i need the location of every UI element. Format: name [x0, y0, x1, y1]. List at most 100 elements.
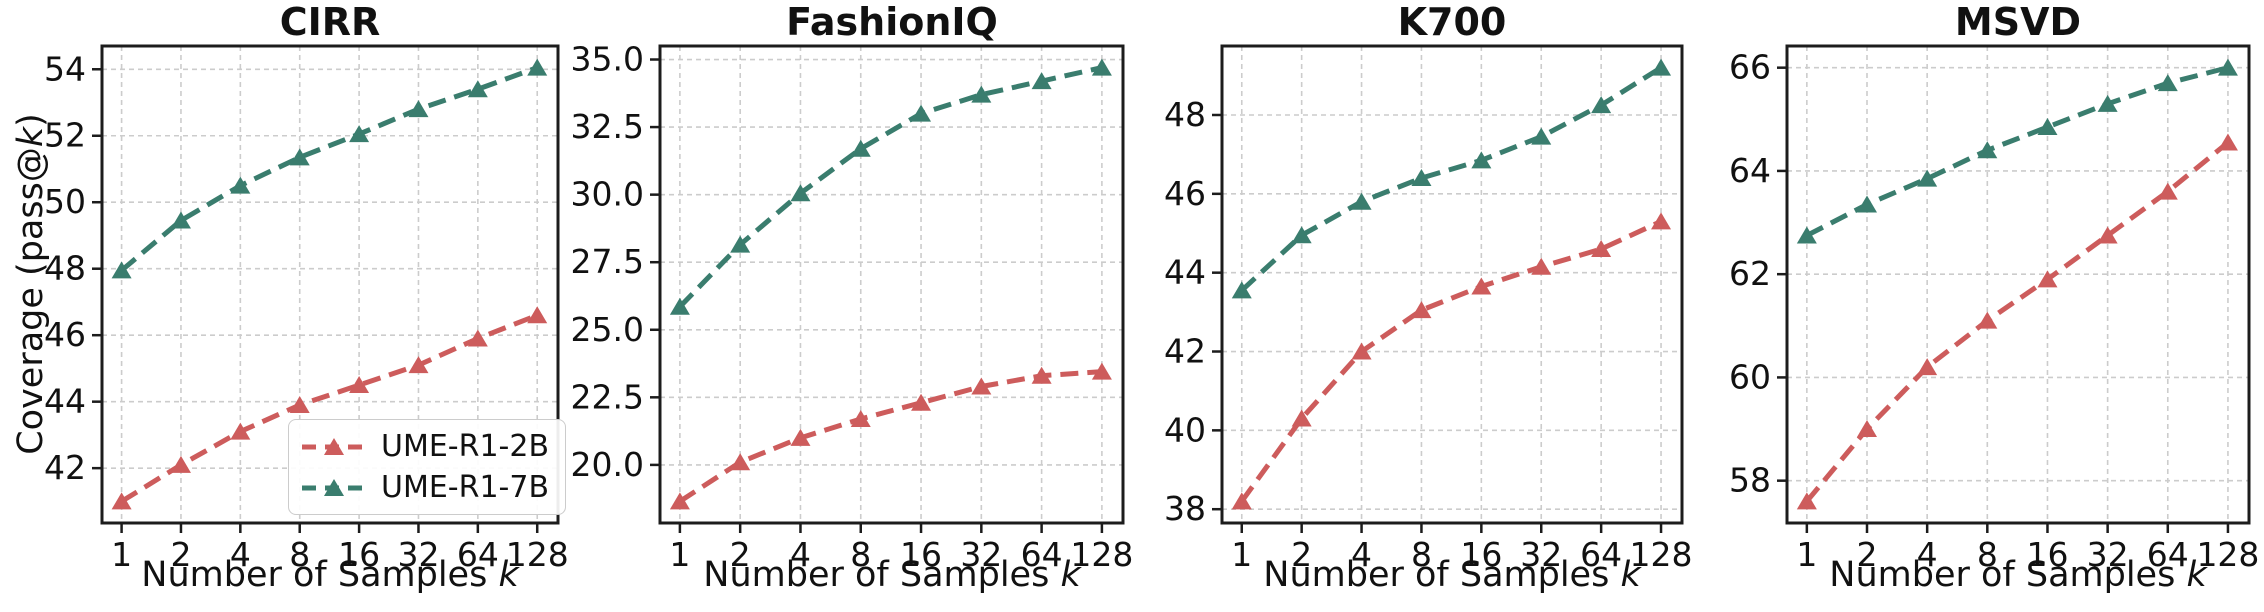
series-marker-ume-r1-7b — [230, 176, 251, 194]
x-tick-label: 64 — [1021, 535, 1063, 574]
x-tick-label: 64 — [1580, 535, 1622, 574]
series-marker-ume-r1-2b — [408, 356, 429, 374]
series-marker-ume-r1-7b — [349, 125, 370, 143]
series-line-ume-r1-2b — [1804, 140, 2230, 503]
y-tick-label: 50 — [44, 182, 86, 221]
x-axis-label: Number of Samples k — [1263, 555, 1641, 595]
series-marker-ume-r1-7b — [1031, 72, 1052, 90]
x-tick-label: 8 — [850, 535, 871, 574]
y-tick-label: 46 — [44, 315, 86, 354]
x-tick-label: 64 — [457, 535, 499, 574]
x-tick-label: 32 — [960, 535, 1002, 574]
series-marker-ume-r1-2b — [1091, 362, 1112, 380]
y-tick-label: 32.5 — [571, 107, 644, 146]
series-marker-ume-r1-7b — [1531, 127, 1552, 145]
series-marker-ume-r1-7b — [1231, 281, 1252, 299]
chart-title-k700: K700 — [1397, 0, 1507, 44]
axes-frame — [1785, 44, 2251, 525]
y-tick-label: 54 — [44, 49, 86, 88]
triangle-marker-icon — [324, 437, 344, 455]
x-tick-label: 32 — [2087, 535, 2129, 574]
series-marker-ume-r1-2b — [289, 395, 310, 413]
y-tick-label: 48 — [1164, 95, 1206, 134]
series-line-ume-r1-7b — [678, 65, 1103, 309]
x-tick-label: 8 — [289, 535, 310, 574]
y-tick-label: 44 — [1164, 253, 1206, 292]
series-marker-ume-r1-2b — [1857, 420, 1878, 438]
x-tick-label: 2 — [1291, 535, 1312, 574]
x-tick-label: 128 — [1070, 535, 1133, 574]
series-marker-ume-r1-7b — [1471, 151, 1492, 169]
series-marker-ume-r1-2b — [1651, 212, 1672, 230]
x-tick-label: 16 — [338, 535, 380, 574]
series-marker-ume-r1-7b — [669, 297, 690, 315]
series-marker-ume-r1-2b — [1531, 257, 1552, 275]
x-tick-label: 128 — [2196, 535, 2259, 574]
series-marker-ume-r1-2b — [1471, 277, 1492, 295]
x-tick-label: 1 — [1231, 535, 1252, 574]
series-marker-ume-r1-2b — [669, 492, 690, 510]
x-tick-label: 32 — [397, 535, 439, 574]
series-marker-ume-r1-7b — [408, 100, 429, 118]
legend-entry: UME-R1-2B — [301, 428, 549, 465]
series-marker-ume-r1-2b — [911, 393, 932, 411]
series-marker-ume-r1-7b — [971, 85, 992, 103]
y-tick-label: 48 — [44, 249, 86, 288]
y-tick-label: 35.0 — [571, 40, 644, 79]
x-axis-label: Number of Samples k — [141, 555, 519, 595]
legend-entry: UME-R1-7B — [301, 469, 549, 506]
series-line-ume-r1-2b — [120, 312, 539, 504]
series-line-ume-r1-7b — [1805, 65, 2229, 238]
series-marker-ume-r1-2b — [1591, 240, 1612, 258]
series-marker-ume-r1-7b — [1411, 169, 1432, 187]
series-marker-ume-r1-2b — [230, 422, 251, 440]
y-tick-label: 27.5 — [571, 242, 644, 281]
y-tick-label: 38 — [1164, 489, 1206, 528]
series-line-ume-r1-2b — [1239, 219, 1663, 503]
series-marker-ume-r1-7b — [730, 235, 751, 253]
series-marker-ume-r1-7b — [790, 184, 811, 202]
y-tick-label: 20.0 — [571, 445, 644, 484]
y-tick-label: 52 — [44, 116, 86, 155]
y-tick-label: 44 — [44, 382, 86, 421]
series-marker-ume-r1-7b — [2037, 118, 2058, 136]
series-marker-ume-r1-2b — [971, 377, 992, 395]
legend-label: UME-R1-2B — [381, 429, 550, 464]
x-tick-label: 32 — [1520, 535, 1562, 574]
y-tick-label: 46 — [1164, 174, 1206, 213]
series-marker-ume-r1-7b — [111, 261, 132, 279]
series-marker-ume-r1-7b — [2217, 58, 2238, 76]
y-tick-label: 42 — [44, 448, 86, 487]
triangle-marker-icon — [324, 478, 344, 496]
x-tick-label: 1 — [111, 535, 132, 574]
y-tick-label: 42 — [1164, 332, 1206, 371]
series-marker-ume-r1-2b — [1796, 492, 1817, 510]
x-axis-label: Number of Samples k — [1829, 555, 2207, 595]
x-tick-label: 1 — [1796, 535, 1817, 574]
series-marker-ume-r1-2b — [730, 453, 751, 471]
series-marker-ume-r1-2b — [1917, 358, 1938, 376]
chart-panel-fashioniq: 1 2 4 8 16 32 64 128 20.0 22.5 25.0 27.5 30.0 32.5 35.… — [571, 40, 1134, 574]
series-marker-ume-r1-2b — [2097, 226, 2118, 244]
series-line-ume-r1-7b — [1240, 65, 1663, 293]
series-marker-ume-r1-2b — [111, 492, 132, 510]
series-marker-ume-r1-7b — [1091, 58, 1112, 76]
x-tick-label: 2 — [170, 535, 191, 574]
series-marker-ume-r1-2b — [1411, 301, 1432, 319]
chart-title-msvd: MSVD — [1954, 0, 2082, 44]
legend-line-sample — [302, 478, 366, 496]
series-marker-ume-r1-7b — [2097, 94, 2118, 112]
series-marker-ume-r1-2b — [1351, 342, 1372, 360]
y-tick-label: 30.0 — [571, 175, 644, 214]
series-marker-ume-r1-2b — [467, 329, 488, 347]
series-marker-ume-r1-7b — [1977, 141, 1998, 159]
x-tick-label: 64 — [2147, 535, 2189, 574]
series-marker-ume-r1-2b — [2217, 133, 2238, 151]
series-line-ume-r1-7b — [119, 65, 539, 273]
legend: UME-R1-2B UME-R1-7B — [288, 419, 567, 515]
y-tick-label: 62 — [1729, 254, 1771, 293]
series-marker-ume-r1-7b — [289, 148, 310, 166]
series-marker-ume-r1-7b — [1857, 195, 1878, 213]
